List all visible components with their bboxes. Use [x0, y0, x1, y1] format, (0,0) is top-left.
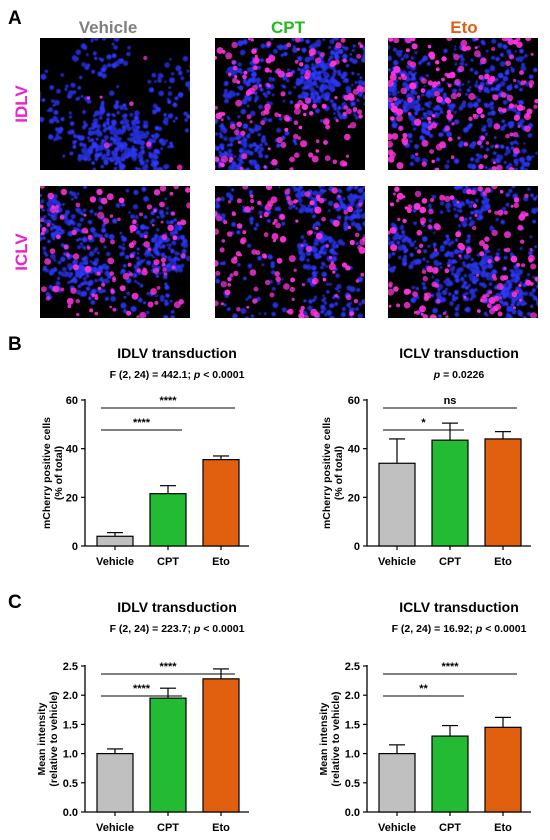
significance-label: **** [133, 417, 151, 429]
y-tick-label: 2.5 [63, 661, 78, 673]
x-tick-label: Eto [494, 822, 512, 834]
panel-letter-b: B [8, 334, 22, 355]
y-axis-label: Mean intensity(relative to vehicle) [318, 691, 342, 786]
x-tick-label: CPT [157, 822, 179, 834]
y-tick-label: 1.0 [345, 749, 360, 761]
panel-a-microscopy: Vehicle CPT Eto IDLV ICLV [12, 18, 538, 318]
y-tick-label: 60 [348, 395, 360, 407]
significance-label: ns [444, 395, 457, 407]
significance-label: * [421, 417, 426, 429]
y-tick-label: 2.0 [63, 690, 78, 702]
bar-vehicle [96, 752, 134, 813]
y-axis-label: mCherry positive cells(% of total) [41, 417, 65, 529]
bar-chart-2: ICLV transduction p = 0.0226 mCherry posit… [321, 345, 531, 568]
significance-label: ** [419, 683, 428, 695]
y-tick-label: 40 [66, 444, 78, 456]
y-tick-label: 40 [348, 444, 360, 456]
x-tick-label: Eto [212, 822, 230, 834]
y-tick-label: 0.5 [63, 778, 78, 790]
panel-letter-c: C [8, 592, 22, 613]
micrograph-idlv-vehicle [40, 38, 190, 170]
micrograph-iclv-eto [388, 186, 538, 318]
chart-title: ICLV transduction [399, 599, 519, 615]
y-axis-label: mCherry positive cells(% of total) [321, 417, 345, 529]
y-tick-label: 60 [66, 395, 78, 407]
row-title-idlv: IDLV [12, 85, 31, 123]
chart-title: IDLV transduction [117, 345, 237, 361]
micrograph-idlv-eto [388, 38, 538, 170]
chart-title: IDLV transduction [117, 599, 237, 615]
x-tick-label: CPT [439, 556, 461, 568]
bar-cpt [149, 697, 187, 813]
x-tick-label: Vehicle [378, 556, 416, 568]
bar-cpt [149, 493, 187, 547]
y-tick-label: 1.5 [345, 719, 360, 731]
column-title-cpt: CPT [271, 18, 306, 37]
x-tick-label: Eto [212, 556, 230, 568]
bar-cpt [431, 735, 469, 813]
bar-chart-4: ICLV transduction F (2, 24) = 16.92; p < … [318, 599, 531, 834]
column-title-vehicle: Vehicle [79, 18, 138, 37]
chart-title: ICLV transduction [399, 345, 519, 361]
significance-label: **** [159, 661, 177, 673]
chart-subtitle: F (2, 24) = 16.92; p < 0.0001 [392, 623, 527, 635]
y-tick-label: 0 [72, 541, 78, 553]
micrograph-iclv-cpt [215, 186, 365, 318]
x-tick-label: CPT [439, 822, 461, 834]
significance-label: **** [441, 661, 459, 673]
y-tick-label: 2.5 [345, 661, 360, 673]
y-tick-label: 0.0 [63, 807, 78, 819]
bar-vehicle [378, 462, 416, 547]
bar-eto [484, 726, 522, 813]
x-tick-label: Vehicle [96, 556, 134, 568]
y-tick-label: 1.0 [63, 749, 78, 761]
bar-chart-1: IDLV transduction F (2, 24) = 442.1; p < … [41, 345, 249, 568]
x-tick-label: CPT [157, 556, 179, 568]
y-tick-label: 2.0 [345, 690, 360, 702]
chart-subtitle: F (2, 24) = 223.7; p < 0.0001 [110, 623, 245, 635]
chart-subtitle: p = 0.0226 [433, 369, 485, 381]
bar-eto [202, 678, 240, 813]
bar-eto [202, 459, 240, 547]
row-title-iclv: ICLV [12, 233, 31, 271]
micrograph-idlv-cpt [215, 38, 365, 170]
y-tick-label: 20 [348, 492, 360, 504]
bar-vehicle [378, 752, 416, 813]
y-tick-label: 0.5 [345, 778, 360, 790]
panel-letter-a: A [8, 8, 22, 29]
y-tick-label: 0 [354, 541, 360, 553]
chart-subtitle: F (2, 24) = 442.1; p < 0.0001 [110, 369, 245, 381]
y-tick-label: 0.0 [345, 807, 360, 819]
y-axis-label: Mean intensity(relative to vehicle) [36, 691, 60, 786]
bar-eto [484, 438, 522, 547]
micrograph-iclv-vehicle [40, 186, 190, 318]
y-tick-label: 1.5 [63, 719, 78, 731]
bar-vehicle [96, 535, 134, 547]
significance-label: **** [133, 683, 151, 695]
y-tick-label: 20 [66, 492, 78, 504]
x-tick-label: Eto [494, 556, 512, 568]
bar-cpt [431, 439, 469, 547]
x-tick-label: Vehicle [378, 822, 416, 834]
panel-bc-charts: IDLV transduction F (2, 24) = 442.1; p < … [36, 345, 531, 834]
column-title-eto: Eto [450, 18, 477, 37]
significance-label: **** [159, 395, 177, 407]
bar-chart-3: IDLV transduction F (2, 24) = 223.7; p < … [36, 599, 249, 834]
x-tick-label: Vehicle [96, 822, 134, 834]
